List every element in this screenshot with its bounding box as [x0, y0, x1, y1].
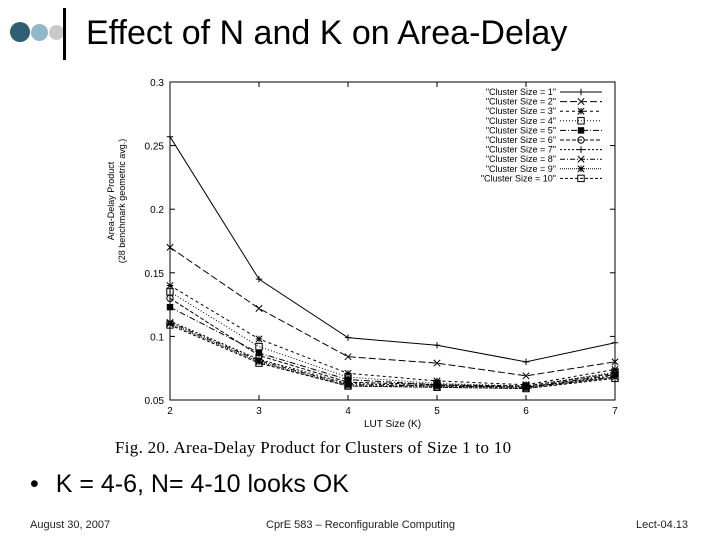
- data-point-s2: [344, 353, 352, 361]
- data-point-s9: [255, 358, 263, 366]
- data-point-s2: [611, 358, 619, 366]
- legend-label-1: "Cluster Size = 1": [486, 87, 556, 97]
- bullet-text: K = 4-6, N= 4-10 looks OK: [55, 470, 349, 498]
- legend-label-2: "Cluster Size = 2": [486, 97, 556, 107]
- bullet-marker: •: [30, 470, 39, 498]
- series-line-7: [169, 320, 616, 388]
- y-tick-label: 0.3: [150, 78, 164, 89]
- data-point-s6: [166, 294, 174, 302]
- data-point-s2: [166, 243, 174, 251]
- data-point-s10: [255, 359, 263, 367]
- legend-marker-2: [577, 98, 585, 106]
- data-point-s5: [255, 349, 263, 357]
- plot-frame: [169, 81, 616, 401]
- legend-marker-5: [577, 127, 585, 134]
- data-point-s1: [522, 358, 530, 366]
- series-line-1: [169, 136, 616, 363]
- data-point-s10: [433, 383, 441, 391]
- legend-marker-4: [577, 117, 585, 125]
- logo-dot-2: [31, 24, 48, 41]
- data-point-s2: [255, 304, 263, 312]
- logo-dot-1: [10, 22, 30, 42]
- x-tick-label: 6: [523, 406, 529, 417]
- legend-label-6: "Cluster Size = 6": [486, 135, 556, 145]
- data-point-s1: [166, 133, 174, 140]
- series-line-3: [169, 285, 616, 386]
- x-axis-label: LUT Size (K): [364, 419, 421, 430]
- series-line-4: [169, 291, 616, 387]
- footer-lecture: Lect-04.13: [636, 519, 688, 531]
- data-point-s3: [166, 281, 174, 290]
- data-point-s1: [255, 275, 263, 283]
- x-tick-label: 3: [256, 406, 262, 417]
- data-point-s5: [166, 303, 174, 311]
- legend-marker-10: [577, 174, 585, 183]
- legend-marker-3: [577, 107, 585, 115]
- logo-dot-3: [49, 25, 64, 40]
- title-divider: [63, 8, 66, 60]
- data-point-s5: [344, 376, 352, 383]
- legend-label-10: "Cluster Size = 10": [481, 173, 556, 183]
- legend-marker-9: [577, 165, 585, 173]
- legend-marker-7: [577, 146, 585, 153]
- data-point-s9: [611, 373, 619, 381]
- x-tick-label: 5: [434, 406, 440, 417]
- y-tick-label: 0.25: [145, 142, 165, 153]
- series-line-5: [169, 306, 616, 388]
- data-point-s3: [344, 369, 352, 377]
- x-tick-label: 2: [167, 406, 173, 417]
- series-line-6: [169, 297, 616, 387]
- data-point-s1: [611, 339, 619, 346]
- footer-date: August 30, 2007: [30, 519, 111, 531]
- data-point-s3: [433, 377, 441, 385]
- series-line-8: [169, 321, 616, 388]
- slide-title: Effect of N and K on Area-Delay: [86, 14, 568, 52]
- legend-label-9: "Cluster Size = 9": [486, 164, 556, 174]
- data-point-s10: [522, 384, 530, 393]
- data-point-s9: [344, 382, 352, 390]
- y-tick-label: 0.05: [145, 396, 165, 407]
- legend-label-7: "Cluster Size = 7": [486, 145, 556, 155]
- series-line-10: [169, 324, 616, 390]
- legend-label-3: "Cluster Size = 3": [486, 106, 556, 116]
- legend-label-5: "Cluster Size = 5": [486, 125, 556, 135]
- x-tick-label: 4: [345, 406, 351, 417]
- legend-marker-1: [577, 88, 585, 96]
- area-delay-chart: 0.05 0.1 0.15 0.2 0.25 0.3 2 3 4 5 6 7 LUT Size (K) A…: [106, 78, 619, 430]
- data-point-s3: [611, 365, 619, 374]
- data-point-s10: [344, 382, 352, 390]
- legend-marker-6: [577, 136, 585, 144]
- footer-course: CprE 583 – Reconfigurable Computing: [266, 519, 455, 531]
- data-point-s9: [166, 320, 174, 328]
- data-point-s2: [433, 359, 441, 367]
- y-tick-label: 0.15: [145, 269, 165, 280]
- data-point-s4: [255, 342, 263, 351]
- data-point-s10: [166, 321, 174, 329]
- y-axis-label-2: (28 benchmark geometric avg.): [117, 139, 127, 264]
- data-point-s2: [522, 372, 530, 380]
- y-tick-label: 0.2: [150, 205, 164, 216]
- logo: [10, 22, 66, 42]
- legend-label-4: "Cluster Size = 4": [486, 116, 556, 126]
- legend-label-8: "Cluster Size = 8": [486, 154, 556, 164]
- x-tick-label: 7: [612, 406, 618, 417]
- data-point-s1: [433, 342, 441, 349]
- y-axis-label: Area-Delay Product: [106, 161, 116, 240]
- y-tick-label: 0.1: [150, 332, 164, 343]
- data-point-s10: [611, 374, 619, 383]
- data-point-s3: [255, 335, 263, 343]
- figure-caption: Fig. 20. Area-Delay Product for Clusters…: [115, 438, 512, 457]
- data-point-s1: [344, 334, 352, 341]
- series-line-2: [169, 246, 616, 377]
- legend-marker-8: [577, 155, 585, 163]
- bullet-item: • K = 4-6, N= 4-10 looks OK: [30, 470, 349, 499]
